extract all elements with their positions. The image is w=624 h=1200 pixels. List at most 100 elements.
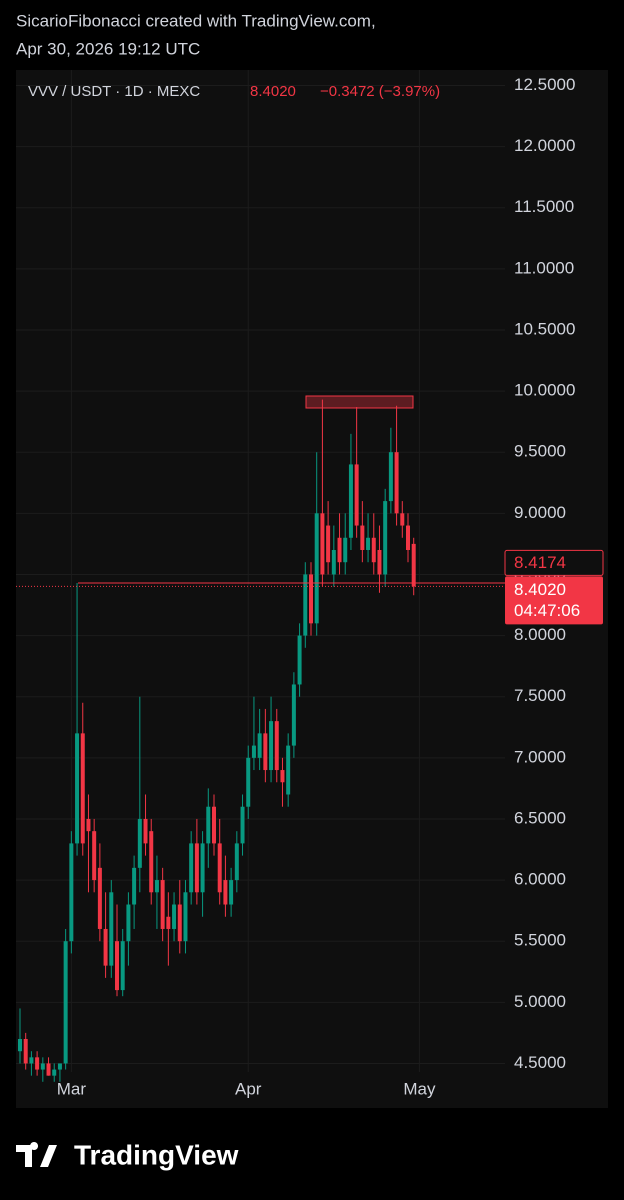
candle-body: [154, 880, 159, 893]
candle-body: [17, 1038, 22, 1052]
candle-body: [46, 1063, 51, 1076]
y-tick-label: 4.5000: [514, 1053, 566, 1072]
candle-body: [411, 543, 416, 587]
countdown: 04:47:06: [514, 601, 580, 620]
candle-body: [166, 916, 171, 929]
candle-body: [229, 880, 234, 905]
candle-body: [240, 806, 245, 844]
candle-body: [211, 806, 216, 844]
candle-body: [52, 1069, 57, 1076]
candle-body: [132, 867, 137, 905]
candle-body: [383, 501, 388, 575]
candle-body: [143, 818, 148, 844]
candle-body: [354, 464, 359, 526]
x-tick-label: Mar: [57, 1079, 87, 1098]
y-tick-label: 5.5000: [514, 931, 566, 950]
candle-body: [114, 941, 119, 991]
candle-body: [394, 452, 399, 514]
candle-body: [40, 1063, 45, 1070]
y-tick-label: 8.0000: [514, 625, 566, 644]
candle-body: [331, 549, 336, 575]
candle-body: [160, 880, 165, 929]
last-price-label: 8.4020: [514, 580, 566, 599]
candle-body: [194, 843, 199, 893]
candle-body: [223, 880, 228, 905]
y-tick-label: 12.5000: [514, 75, 575, 94]
y-tick-label: 7.5000: [514, 686, 566, 705]
candle-body: [234, 843, 239, 881]
candle-body: [86, 818, 91, 832]
candle-body: [63, 941, 68, 1064]
candle-body: [120, 941, 125, 991]
candle-body: [269, 721, 274, 771]
candle-body: [69, 843, 74, 942]
candle-body: [343, 537, 348, 563]
candle-body: [377, 549, 382, 575]
last-price-box: [505, 576, 603, 625]
candle-body: [337, 537, 342, 563]
candle-body: [274, 721, 279, 771]
candle-body: [291, 684, 296, 746]
candle-body: [246, 757, 251, 807]
last-price: 8.4020: [250, 83, 296, 100]
candle-body: [92, 831, 97, 881]
candle-body: [360, 525, 365, 550]
candle-body: [286, 745, 291, 795]
y-tick-label: 12.0000: [514, 136, 575, 155]
y-tick-label: 10.0000: [514, 381, 575, 400]
candle-body: [103, 928, 108, 966]
brand: TradingView: [74, 1139, 239, 1170]
candle-body: [217, 843, 222, 893]
y-tick-label: 11.0000: [514, 258, 574, 277]
candle-body: [366, 537, 371, 550]
candle-body: [280, 770, 285, 783]
y-tick-label: 6.5000: [514, 808, 566, 827]
candle-body: [308, 574, 313, 624]
candle-body: [314, 513, 319, 624]
candle-body: [75, 733, 80, 844]
candle-body: [137, 818, 142, 868]
candle-body: [263, 733, 268, 771]
brand-logo: [16, 1142, 57, 1167]
candle-body: [35, 1057, 40, 1070]
date-line: Apr 30, 2026 19:12 UTC: [16, 39, 200, 58]
x-tick-label: May: [403, 1079, 436, 1098]
y-tick-label: 11.5000: [514, 197, 574, 216]
candle-body: [206, 806, 211, 844]
candle-body: [320, 513, 325, 575]
candle-body: [200, 843, 205, 893]
candle-body: [177, 904, 182, 942]
candle-body: [405, 525, 410, 550]
candle-body: [172, 904, 177, 929]
candle-body: [326, 525, 331, 563]
candle-body: [57, 1063, 62, 1070]
candle-body: [149, 831, 154, 893]
candle-body: [23, 1038, 28, 1064]
candle-body: [257, 733, 262, 758]
candle-body: [97, 867, 102, 929]
candle-body: [348, 464, 353, 538]
y-tick-label: 6.0000: [514, 870, 566, 889]
candle-body: [109, 892, 114, 966]
y-tick-label: 9.0000: [514, 503, 566, 522]
author-line: SicarioFibonacci created with TradingVie…: [16, 11, 376, 30]
zone-box: [305, 395, 414, 409]
symbol: VVV / USDT · 1D · MEXC: [28, 83, 200, 100]
candle-body: [303, 574, 308, 636]
y-tick-label: 5.0000: [514, 992, 566, 1011]
price-label: 8.4174: [514, 553, 566, 572]
candle-body: [400, 513, 405, 526]
y-tick-label: 7.0000: [514, 747, 566, 766]
candle-body: [251, 745, 256, 758]
candle-body: [29, 1057, 34, 1064]
candle-body: [189, 843, 194, 893]
plot: 4.5000 5.0000 5.5000 6.0000 6.5000 7.0000 7.50…: [16, 70, 604, 1098]
y-tick-label: 9.5000: [514, 442, 566, 461]
candle-body: [388, 452, 393, 502]
price-label-box: [504, 549, 604, 576]
x-tick-label: Apr: [235, 1079, 262, 1098]
candle-body: [183, 892, 188, 942]
candle-body: [371, 537, 376, 563]
